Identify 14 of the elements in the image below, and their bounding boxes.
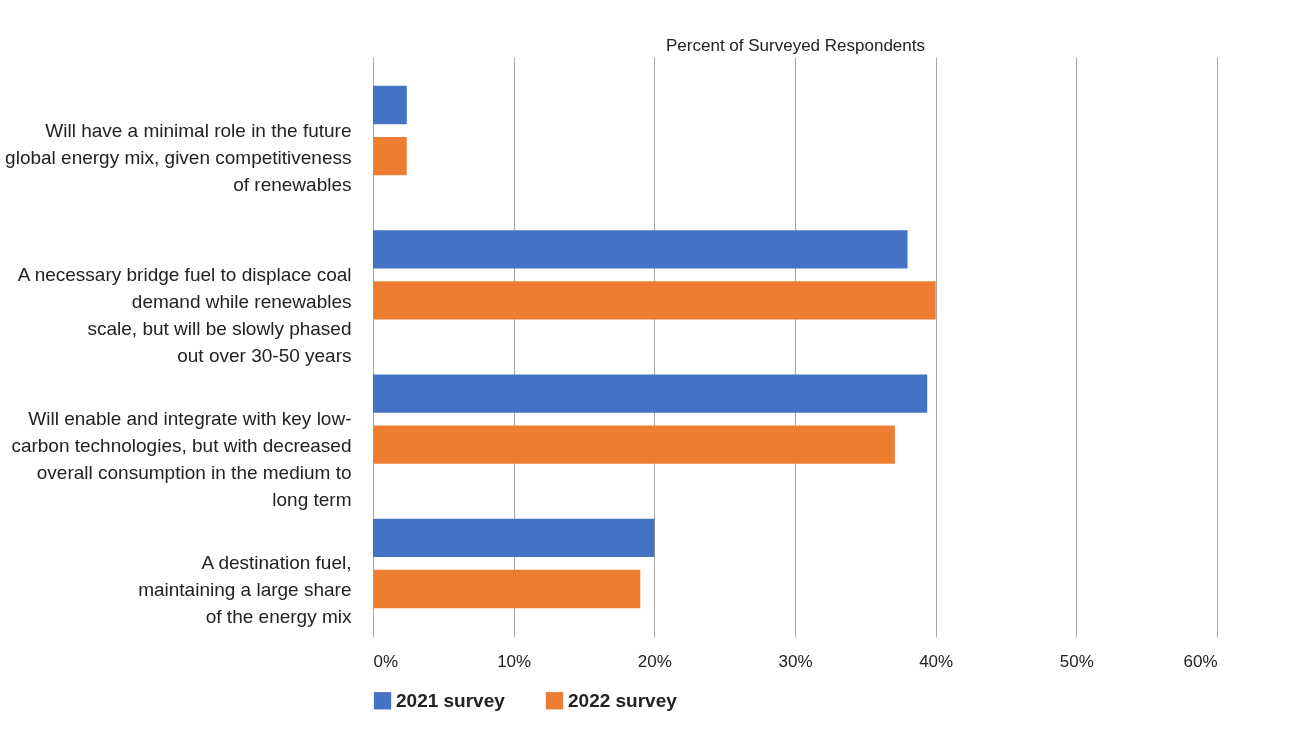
y-tick-label: Will have a minimal role in the future global energy mix, given competitiveness of renewables: [5, 119, 352, 195]
x-tick-label: 60%: [1183, 651, 1218, 671]
y-tick-label: Will enable and integrate with key low- carbon technologies, but with decreased overall consumption in the medium to long term: [11, 408, 352, 511]
y-tick-label: A necessary bridge fuel to displace coal demand while renewables scale, but will be slowly phased out over 30-50 years: [17, 263, 352, 366]
y-tick-label: A destination fuel, maintaining a large share of the energy mix: [138, 552, 352, 628]
x-tick-label: 0%: [373, 651, 399, 671]
x-tick-label: 40%: [919, 651, 954, 671]
x-tick-label: 30%: [778, 651, 813, 671]
x-tick-label: 10%: [497, 651, 532, 671]
x-tick-label: 20%: [637, 651, 672, 671]
x-tick-label: 50%: [1059, 651, 1094, 671]
legend-label: 2021 survey: [396, 689, 506, 711]
legend-label: 2022 survey: [568, 689, 678, 711]
x-axis-title: Percent of Surveyed Respondents: [666, 35, 925, 55]
